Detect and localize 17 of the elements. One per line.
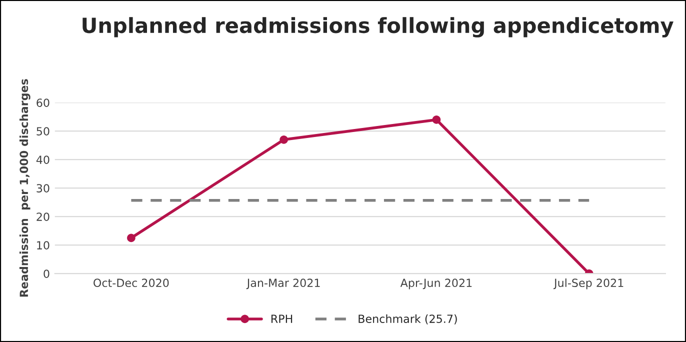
y-tick-label: 40: [36, 156, 50, 164]
point: [280, 135, 288, 144]
y-axis-title: Readmission per 1,000 discharges: [19, 79, 30, 297]
chart-title: Unplanned readmissions following appendicetomy: [82, 17, 674, 38]
legend-label: RPH: [271, 314, 292, 323]
point: [432, 116, 441, 124]
y-tick-label: 50: [36, 127, 50, 136]
x-tick-label: Jul-Sep 2021: [553, 278, 624, 290]
y-tick-label: 0: [44, 270, 50, 278]
y-tick-label: 60: [36, 98, 50, 107]
y-tick-label: 10: [37, 241, 50, 250]
x-tick-label: Apr-Jun 2021: [400, 278, 472, 290]
x-tick-label: Jan-Mar 2021: [246, 278, 320, 290]
y-tick-label: 30: [36, 184, 50, 192]
y-tick-label: 20: [36, 212, 50, 221]
legend-label: Benchmark (25.7): [358, 314, 457, 324]
x-tick-label: Oct-Dec 2020: [94, 278, 169, 288]
